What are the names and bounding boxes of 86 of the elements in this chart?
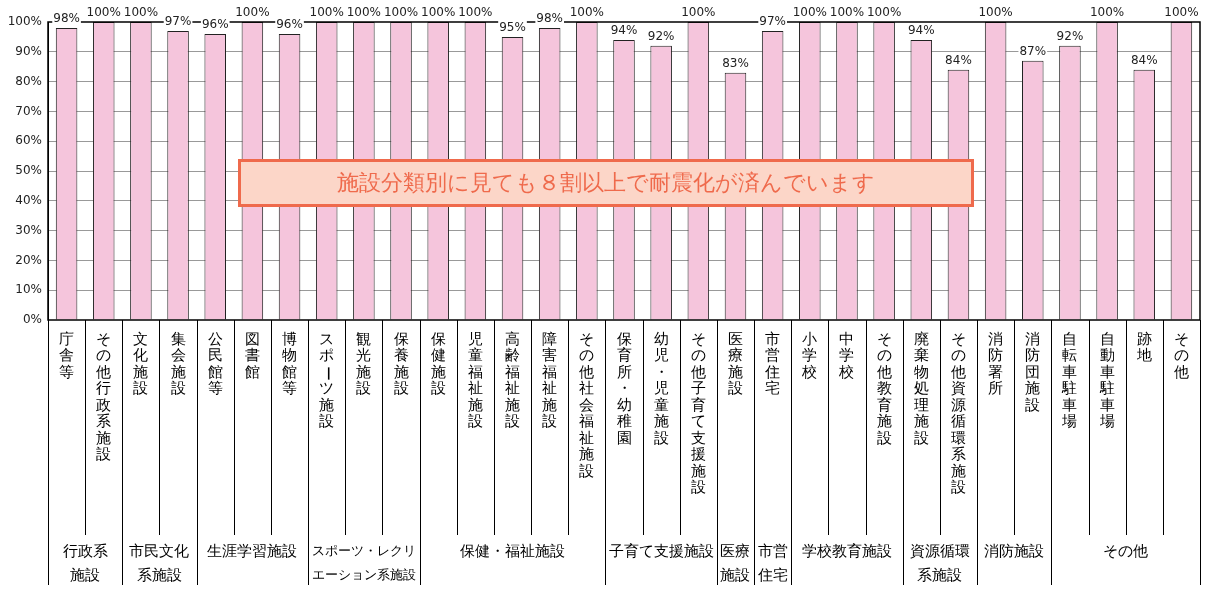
x-tick-label: 庁舎等 (59, 329, 75, 381)
data-label: 100% (235, 5, 270, 20)
text: スポーツ・レクリエーション系施設 (311, 543, 416, 583)
category-label: その他子育て支援施設 (690, 329, 706, 497)
y-tick-label: 30% (15, 222, 42, 237)
data-label: 97% (759, 14, 786, 29)
x-tick-label: 小学校 (801, 329, 818, 381)
x-tick-label: 自動車駐車場 (1098, 329, 1115, 431)
data-label: 100% (123, 5, 159, 20)
y-tick-label: 10% (15, 282, 42, 297)
text: 消防施設 (984, 541, 1045, 560)
text: 医療施設 (720, 541, 751, 584)
text: 保健・福祉施設 (460, 541, 566, 560)
y-tick-label: 70% (15, 103, 42, 118)
x-tick-label: 公民館等 (207, 329, 223, 398)
data-label: 92% (647, 28, 675, 43)
y-tick-label: 60% (15, 133, 42, 148)
data-label: 100% (383, 5, 419, 20)
data-label: 100% (569, 5, 604, 20)
data-label: 98% (53, 11, 80, 26)
data-label: 96% (201, 17, 229, 32)
data-label: 100% (458, 5, 493, 20)
x-tick-label: 消防団施設 (1025, 329, 1041, 414)
data-label: 100% (309, 5, 344, 20)
x-tick-label: その他教育施設 (876, 329, 892, 447)
text: 生涯学習施設 (207, 541, 298, 560)
x-tick-label: 文化施設 (133, 329, 149, 398)
x-tick-label: 廃棄物処理施設 (913, 329, 929, 447)
x-tick-label: 保養施設 (393, 329, 409, 398)
x-tick-label: 児童福祉施設 (467, 329, 483, 431)
x-tick-label: その他 (1173, 329, 1189, 381)
y-tick-label: 100% (7, 14, 42, 29)
x-tick-label: 障害福祉施設 (542, 329, 558, 431)
data-label: 100% (792, 5, 827, 20)
data-label: 87% (1019, 43, 1047, 58)
data-label: 84% (945, 52, 972, 67)
data-label: 94% (907, 23, 935, 38)
text: 市民文化系施設 (129, 541, 190, 584)
data-label: 96% (276, 17, 303, 32)
text: 学校教育施設 (801, 541, 892, 560)
text: 資源循環系施設 (950, 379, 966, 497)
text: 資源循環系施設 (909, 541, 970, 584)
x-tick-label: その他行政系施設 (96, 329, 112, 464)
x-tick-label: 保健施設 (430, 329, 446, 398)
x-tick-label: 市営住宅 (764, 329, 781, 398)
y-tick-label: 20% (15, 252, 42, 267)
x-tick-label: 集会施設 (170, 329, 186, 398)
data-label: 98% (536, 11, 564, 26)
x-tick-label: 図書館 (244, 329, 260, 381)
data-label: 100% (86, 5, 121, 20)
x-tick-label: 自転車駐車場 (1061, 329, 1078, 431)
y-tick-label: 80% (15, 73, 42, 88)
text: その他 (1103, 541, 1149, 560)
x-tick-label: 幼児・児童施設 (653, 329, 669, 447)
note-box: 施設分類別に見ても８割以上で耐震化が済んでいます (238, 159, 974, 207)
data-label: 100% (346, 5, 382, 20)
x-tick-label: 医療施設 (727, 329, 743, 398)
data-label: 100% (681, 5, 716, 20)
data-label: 94% (610, 23, 638, 38)
data-label: 100% (866, 5, 902, 20)
y-tick-label: 90% (15, 43, 42, 58)
x-tick-label: 博物館等 (282, 329, 298, 398)
data-label: 100% (829, 5, 865, 20)
x-tick-label: 跡地 (1135, 329, 1152, 365)
data-label: 100% (978, 5, 1013, 20)
y-tick-label: 50% (15, 163, 42, 178)
x-tick-label: 消防署所 (988, 329, 1004, 398)
x-tick-label: 保育所・幼稚園 (616, 329, 632, 447)
data-label: 97% (164, 14, 192, 29)
data-label: 84% (1130, 52, 1158, 67)
x-tick-label: 中学校 (838, 329, 855, 381)
data-label: 100% (1089, 5, 1125, 20)
data-label: 100% (1164, 5, 1199, 20)
text: 市営住宅 (756, 541, 788, 584)
data-label: 100% (421, 5, 456, 20)
x-tick-label: 高齢福祉施設 (505, 329, 521, 431)
text: 子育て支援施設 (608, 541, 714, 560)
y-tick-label: 0% (22, 312, 42, 327)
data-label: 95% (499, 20, 526, 35)
y-tick-label: 40% (15, 192, 42, 207)
data-label: 83% (722, 55, 749, 70)
category-label: その他社会福祉施設 (579, 329, 595, 480)
data-label: 92% (1056, 28, 1084, 43)
text: 行政系施設 (62, 541, 108, 584)
x-tick-label: 観光施設 (356, 329, 372, 398)
x-tick-label: スポーツ施設 (318, 329, 337, 431)
